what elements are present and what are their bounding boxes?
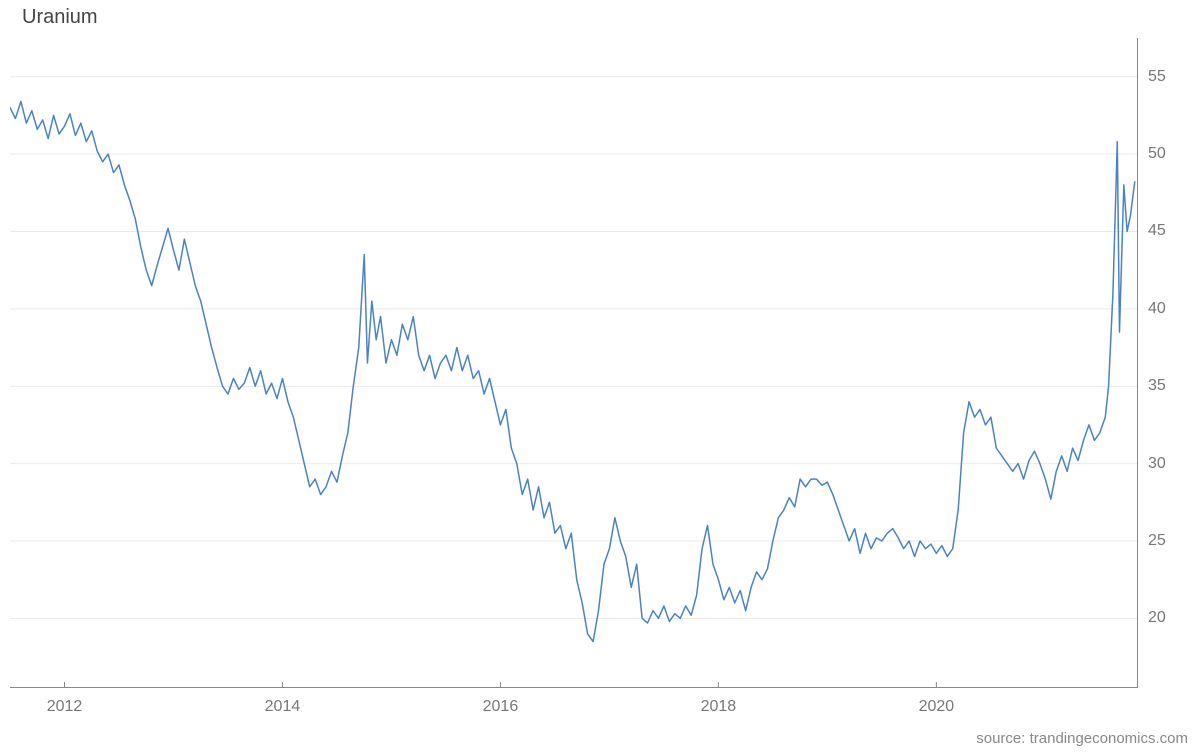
x-tick-label: 2012 (47, 698, 83, 716)
x-tick-label: 2016 (483, 698, 519, 716)
y-tick-label: 30 (1148, 455, 1166, 473)
y-tick-label: 55 (1148, 68, 1166, 86)
y-tick-label: 25 (1148, 532, 1166, 550)
x-tick-label: 2014 (265, 698, 301, 716)
x-tick-label: 2020 (919, 698, 955, 716)
plot-area (10, 38, 1138, 688)
series-uranium (10, 101, 1135, 641)
x-tick-label: 2018 (701, 698, 737, 716)
y-tick-label: 45 (1148, 222, 1166, 240)
chart-container: { "chart": { "type": "line", "title": "U… (0, 0, 1200, 753)
y-tick-label: 50 (1148, 145, 1166, 163)
y-tick-label: 35 (1148, 377, 1166, 395)
y-tick-label: 20 (1148, 609, 1166, 627)
source-attribution: source: trandingeconomics.com (976, 730, 1188, 747)
chart-title: Uranium (22, 6, 98, 29)
y-tick-label: 40 (1148, 300, 1166, 318)
